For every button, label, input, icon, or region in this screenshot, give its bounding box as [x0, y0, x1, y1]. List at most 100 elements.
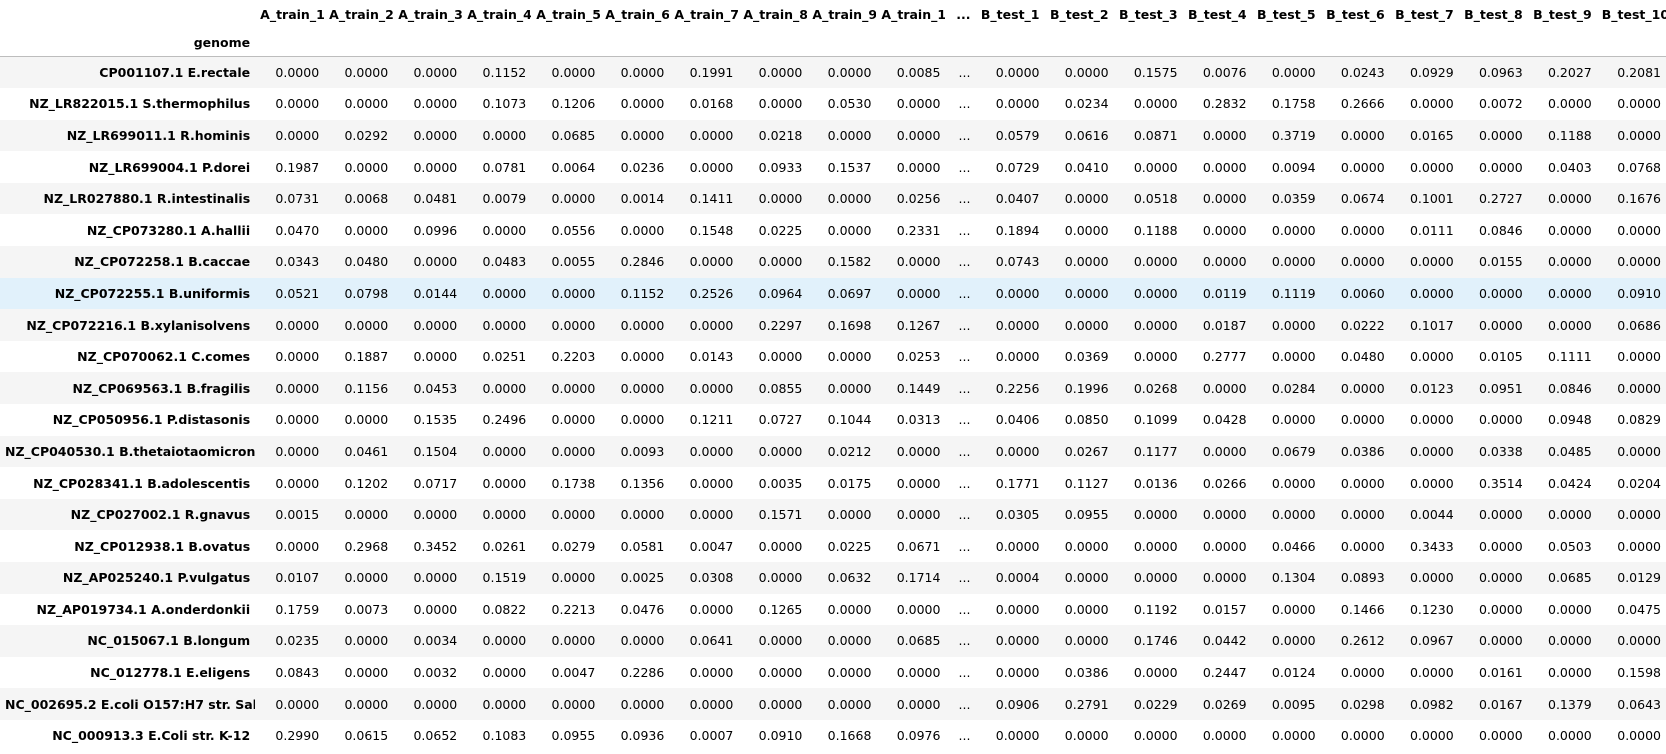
column-header: A_train_10	[881, 6, 946, 22]
table-cell: 0.0000	[1617, 349, 1661, 365]
table-cell: 0.0976	[896, 728, 941, 744]
row-index-label: NZ_LR027880.1 R.intestinalis	[43, 191, 251, 207]
table-cell: 0.0855	[758, 380, 803, 396]
table-cell: 0.0000	[1202, 570, 1247, 586]
table-cell: 0.0000	[1340, 222, 1385, 238]
table-cell: 0.0000	[1064, 728, 1109, 744]
row-index-label: NZ_AP025240.1 P.vulgatus	[62, 570, 251, 586]
column-header: A_train_3	[398, 6, 463, 22]
table-row: NZ_CP069563.1 B.fragilis 0.0000 0.1156 0.04…	[0, 372, 1666, 405]
table-cell: 0.0503	[1548, 538, 1592, 554]
index-name-spacer	[1044, 28, 1114, 57]
table-cell: 0.0000	[1064, 254, 1109, 270]
table-cell: 0.0000	[758, 254, 803, 270]
table-cell: 0.0000	[1548, 601, 1592, 617]
table-cell: 0.0000	[758, 633, 803, 649]
table-cell: 0.0079	[482, 191, 527, 207]
table-cell: 0.0000	[482, 507, 527, 523]
table-cell: 0.0000	[413, 127, 458, 143]
table-cell: 0.0000	[1064, 601, 1109, 617]
table-cell: 0.0000	[1202, 507, 1247, 523]
table-row: NZ_CP027002.1 R.gnavus 0.0015 0.0000 0.0000…	[0, 498, 1666, 531]
table-row: NZ_AP025240.1 P.vulgatus 0.0107 0.0000 0.00…	[0, 562, 1666, 594]
table-cell: 0.0000	[275, 349, 320, 365]
table-cell: 0.0963	[1478, 65, 1523, 81]
index-name-row: genome	[0, 28, 1666, 57]
table-cell: 0.0167	[1478, 696, 1523, 712]
table-cell: 0.0000	[413, 96, 458, 112]
table-cell: 0.0955	[551, 728, 596, 744]
table-row: NZ_CP072255.1 B.uniformis 0.0521 0.0798 0.0…	[0, 277, 1666, 310]
table-row: NZ_LR699011.1 R.hominis 0.0000 0.0292 0.000…	[0, 119, 1666, 152]
table-cell: 0.0000	[551, 380, 596, 396]
table-cell: 0.0000	[1202, 538, 1247, 554]
table-cell: 0.0000	[1133, 570, 1178, 586]
table-cell: 0.0000	[1202, 380, 1247, 396]
column-header: A_train_7	[674, 6, 739, 22]
table-cell: 0.0000	[1133, 96, 1178, 112]
index-name-spacer	[1251, 28, 1321, 57]
table-cell: 0.1411	[689, 191, 734, 207]
table-cell: 0.0000	[1340, 254, 1385, 270]
table-row: NZ_CP040530.1 B.thetaiotaomicron 0.0000 0.…	[0, 435, 1666, 468]
table-cell: 0.0000	[896, 665, 941, 681]
table-cell: 0.0000	[1064, 191, 1109, 207]
ellipsis-column-header: ...	[956, 6, 971, 22]
table-cell: 0.0671	[896, 538, 941, 554]
column-header: A_train_5	[536, 6, 601, 22]
table-cell: 0.0343	[275, 254, 320, 270]
ellipsis-cell: ...	[958, 570, 971, 586]
table-cell: 0.2777	[1202, 349, 1247, 365]
table-cell: 0.0229	[1133, 696, 1178, 712]
table-cell: 0.2081	[1617, 65, 1661, 81]
table-cell: 0.0000	[1064, 222, 1109, 238]
ellipsis-cell: ...	[958, 65, 971, 81]
table-cell: 0.0000	[482, 317, 527, 333]
table-cell: 0.0948	[1548, 412, 1592, 428]
ellipsis-cell: ...	[958, 380, 971, 396]
index-name-spacer	[975, 28, 1045, 57]
row-index-label: NZ_CP070062.1 C.comes	[77, 349, 251, 365]
ellipsis-cell: ...	[958, 412, 971, 428]
table-cell: 0.0000	[413, 254, 458, 270]
table-cell: 0.0000	[896, 507, 941, 523]
table-cell: 0.0144	[413, 285, 458, 301]
table-cell: 0.0000	[689, 507, 734, 523]
table-cell: 0.1771	[995, 475, 1040, 491]
table-cell: 0.0480	[344, 254, 389, 270]
ellipsis-cell: ...	[958, 728, 971, 744]
table-cell: 0.0359	[1271, 191, 1316, 207]
table-cell: 0.3719	[1271, 127, 1316, 143]
table-cell: 0.0768	[1617, 159, 1661, 175]
table-cell: 0.0000	[1548, 285, 1592, 301]
table-cell: 0.1017	[1409, 317, 1454, 333]
table-cell: 0.2990	[275, 728, 320, 744]
table-cell: 0.0000	[551, 696, 596, 712]
table-cell: 0.0000	[1271, 475, 1316, 491]
table-cell: 0.1519	[482, 570, 527, 586]
table-cell: 0.1304	[1271, 570, 1316, 586]
table-cell: 0.0000	[758, 665, 803, 681]
ellipsis-cell: ...	[958, 285, 971, 301]
table-cell: 0.0893	[1340, 570, 1385, 586]
table-cell: 0.0000	[827, 696, 872, 712]
table-cell: 0.0000	[689, 475, 734, 491]
table-cell: 0.0000	[1617, 254, 1661, 270]
index-name-spacer	[324, 28, 394, 57]
table-cell: 0.0034	[413, 633, 458, 649]
table-cell: 0.0000	[758, 538, 803, 554]
table-cell: 0.0000	[1478, 601, 1523, 617]
ellipsis-cell: ...	[958, 665, 971, 681]
table-cell: 0.1127	[1064, 475, 1109, 491]
row-index-label: NZ_CP072216.1 B.xylanisolvens	[26, 317, 251, 333]
table-cell: 0.1738	[551, 475, 596, 491]
table-cell: 0.0000	[1478, 633, 1523, 649]
table-cell: 0.0313	[896, 412, 941, 428]
table-cell: 0.0000	[1409, 254, 1454, 270]
table-cell: 0.0093	[620, 443, 665, 459]
table-cell: 0.0111	[1409, 222, 1454, 238]
table-cell: 0.0000	[827, 65, 872, 81]
column-header: B_test_4	[1188, 6, 1247, 22]
table-cell: 0.0000	[1409, 665, 1454, 681]
table-cell: 0.0143	[689, 349, 734, 365]
